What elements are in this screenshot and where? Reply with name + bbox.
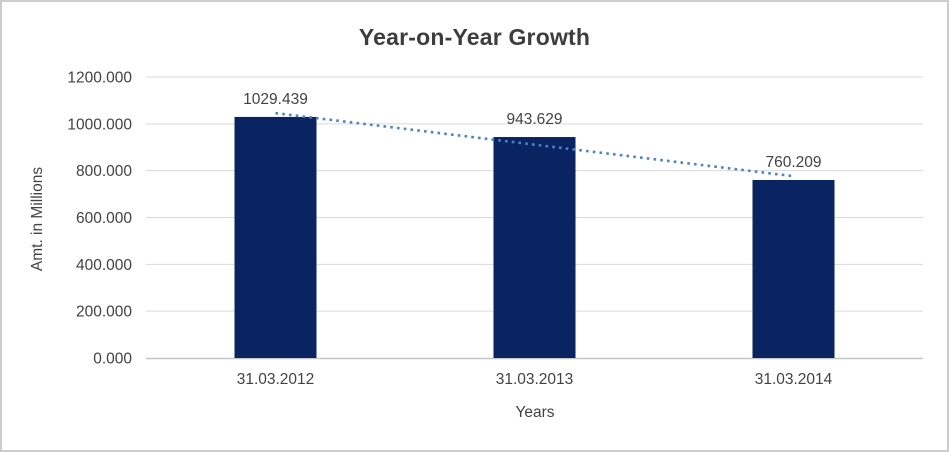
y-tick-label: 800.000 [76, 163, 132, 180]
y-tick-label: 400.000 [76, 257, 132, 274]
data-label: 1029.439 [243, 91, 308, 108]
x-tick-label: 31.03.2013 [496, 371, 574, 388]
y-tick-label: 200.000 [76, 304, 132, 321]
bar [493, 137, 576, 358]
trendline [275, 111, 794, 178]
bar [752, 179, 835, 358]
chart-title: Year-on-Year Growth [358, 24, 591, 50]
y-tick-label: 1200.000 [67, 70, 132, 87]
y-tick-label: 600.000 [76, 210, 132, 227]
bar [234, 116, 317, 358]
data-label: 943.629 [506, 111, 562, 128]
data-label: 760.209 [765, 154, 821, 171]
x-tick-label: 31.03.2014 [755, 371, 833, 388]
x-tick-label: 31.03.2012 [237, 371, 315, 388]
y-axis-title: Amt. in Millions [29, 166, 46, 272]
y-tick-label: 0.000 [93, 351, 132, 368]
x-axis-title: Years [515, 404, 555, 421]
y-tick-label: 1000.000 [67, 116, 132, 133]
